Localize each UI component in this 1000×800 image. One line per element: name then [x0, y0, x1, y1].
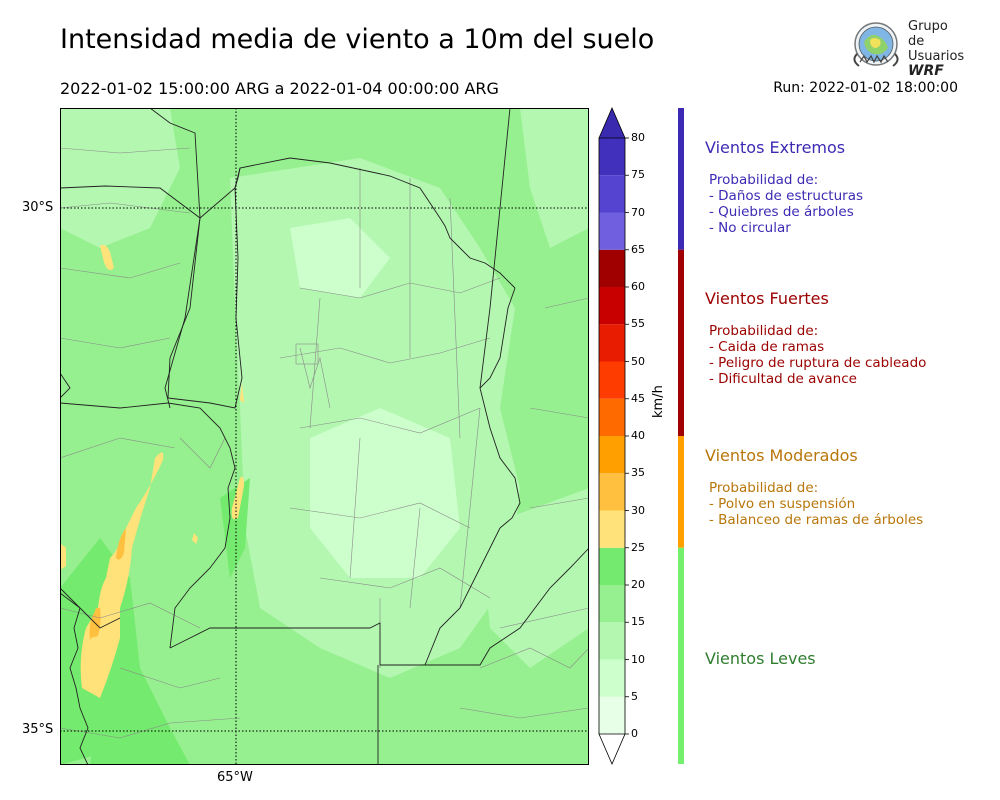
- colorbar-tick-label: 10: [631, 652, 645, 666]
- category-heading: Probabilidad de:: [709, 172, 819, 188]
- category-description: Probabilidad de: - Polvo en suspensión - B…: [709, 480, 923, 528]
- colorbar-tick-label: 35: [631, 466, 645, 480]
- category-description: Probabilidad de: - Caida de ramas - Peligr…: [709, 323, 926, 387]
- category-item: - Peligro de ruptura de cableado: [709, 355, 927, 371]
- moderate-wind-patch: [240, 383, 244, 403]
- colorbar-tick-label: 30: [631, 503, 645, 517]
- colorbar-tick-label: 55: [631, 317, 645, 331]
- moderate-wind-patch: [116, 528, 126, 560]
- latitude-label-35s: 35°S: [22, 722, 54, 737]
- colorbar-unit-label: km/h: [651, 385, 666, 418]
- colorbar-bin: [599, 622, 625, 660]
- colorbar-bin: [599, 361, 625, 399]
- colorbar-bin: [599, 547, 625, 585]
- moderate-green-region: [90, 668, 190, 765]
- logo-line-2: Usuarios: [908, 49, 965, 64]
- category-item: - Balanceo de ramas de árboles: [709, 512, 924, 528]
- latitude-label-30s: 30°S: [22, 200, 54, 215]
- colorbar-tick-label: 0: [631, 727, 638, 740]
- colorbar-bin: [599, 659, 625, 697]
- colorbar-tick-label: 65: [631, 242, 645, 256]
- category-title: Vientos Fuertes: [705, 289, 829, 308]
- colorbar-tick-label: 60: [631, 280, 645, 293]
- colorbar-bin: [599, 175, 625, 213]
- category-bar: [678, 436, 684, 548]
- lightest-wind-region: [310, 408, 460, 578]
- forecast-period: 2022-01-02 15:00:00 ARG a 2022-01-04 00:…: [60, 79, 499, 98]
- colorbar-bin: [599, 324, 625, 362]
- moderate-wind-patch: [80, 452, 164, 698]
- colorbar-tick-label: 50: [631, 354, 645, 368]
- wind-colorbar: [598, 106, 629, 766]
- category-item: - Dificultad de avance: [709, 371, 857, 387]
- map-frame: [60, 108, 589, 765]
- light-wind-region: [60, 108, 180, 248]
- colorbar-frame: [598, 138, 626, 734]
- colorbar-tick-label: 15: [631, 615, 645, 629]
- colorbar-tick-label: 75: [631, 168, 645, 182]
- moderate-green-region: [220, 478, 250, 578]
- colorbar-tick-label: 70: [631, 205, 645, 219]
- logo-line-1: Grupo de: [908, 19, 948, 49]
- colorbar-tick-label: 45: [631, 391, 645, 405]
- category-title: Vientos Leves: [705, 649, 816, 668]
- colorbar-bin: [599, 287, 625, 325]
- category-description: Probabilidad de: - Daños de estructuras - …: [709, 172, 863, 236]
- category-bar: [678, 249, 684, 436]
- colorbar-bin: [599, 696, 625, 734]
- category-heading: Probabilidad de:: [709, 480, 819, 496]
- grupo-usuarios-wrf-logo: Grupo de Usuarios WRF: [848, 18, 966, 79]
- map-title: Intensidad media de viento a 10m del sue…: [60, 24, 655, 55]
- category-item: - No circular: [709, 220, 791, 236]
- category-item: - Caida de ramas: [709, 339, 825, 355]
- wind-map: [60, 108, 589, 765]
- colorbar-tick-label: 25: [631, 540, 645, 554]
- globe-logo-icon: [853, 22, 899, 67]
- colorbar-bin: [599, 585, 625, 623]
- colorbar-tick-label: 80: [631, 131, 645, 144]
- moderate-wind-patch: [192, 533, 198, 544]
- colorbar-tick-label: 40: [631, 429, 645, 442]
- colorbar-tick-label: 20: [631, 578, 645, 591]
- category-heading: Probabilidad de:: [709, 323, 819, 339]
- colorbar-bin: [599, 436, 625, 474]
- colorbar-bin: [599, 212, 625, 250]
- category-bar: [678, 108, 684, 250]
- category-item: - Quiebres de árboles: [709, 204, 854, 220]
- map-gridlines: [60, 108, 589, 765]
- longitude-label-65w: 65°W: [217, 770, 253, 785]
- category-title: Vientos Moderados: [705, 446, 858, 465]
- light-wind-region: [520, 108, 589, 248]
- category-bars: [678, 108, 684, 764]
- colorbar-bin: [599, 473, 625, 511]
- colorbar-bin: [599, 138, 625, 176]
- moderate-wind-patch: [231, 476, 244, 520]
- logo-line-3: WRF: [908, 63, 944, 79]
- colorbar-extend-over: [598, 106, 626, 139]
- department-boundaries: [60, 147, 589, 739]
- category-item: - Daños de estructuras: [709, 188, 864, 204]
- light-wind-region: [480, 488, 589, 668]
- category-title: Vientos Extremos: [705, 138, 846, 157]
- moderate-wind-patch: [60, 543, 66, 570]
- colorbar-extend-under: [598, 733, 626, 766]
- colorbar-tick-label: 5: [631, 689, 638, 703]
- colorbar-bin: [599, 510, 625, 548]
- colorbar-bin: [599, 249, 625, 287]
- province-boundaries: [60, 108, 589, 765]
- run-timestamp: Run: 2022-01-02 18:00:00: [773, 80, 958, 96]
- moderate-wind-patch: [100, 244, 114, 270]
- category-bar: [678, 547, 684, 764]
- lightest-wind-region: [290, 218, 390, 298]
- colorbar-bin: [599, 398, 625, 436]
- category-item: - Polvo en suspensión: [709, 496, 856, 512]
